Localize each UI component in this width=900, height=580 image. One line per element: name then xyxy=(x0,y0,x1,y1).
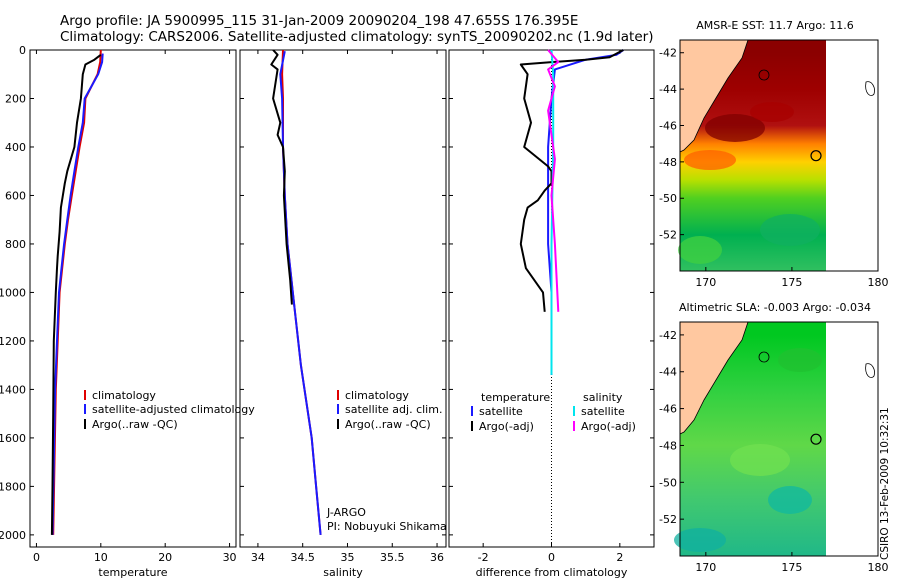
temperature-xtick-label: 30 xyxy=(223,551,237,564)
difference-series-salinity-satellite xyxy=(550,49,555,375)
depth-tick-label: 1000 xyxy=(0,286,26,299)
salinity-xtick-label: 35.5 xyxy=(380,551,405,564)
depth-tick-label: 1200 xyxy=(0,335,26,348)
temperature-series-argo-raw-qc xyxy=(50,54,102,535)
salinity-legend-label: satellite adj. clim. xyxy=(345,403,442,416)
sst-map-frame xyxy=(679,39,879,272)
sst-map-ytick-label: -50 xyxy=(659,192,677,205)
sla-map-xtick-label: 180 xyxy=(868,561,889,574)
sst-map-xtick-label: 170 xyxy=(695,276,716,289)
principal-investigator-label: PI: Nobuyuki Shikama xyxy=(327,520,447,533)
sst-map-field-feature xyxy=(750,102,794,122)
sst-map-xtick-label: 180 xyxy=(868,276,889,289)
diff-legend-title-salinity: salinity xyxy=(583,391,623,404)
temperature-xtick-label: 20 xyxy=(158,551,172,564)
sla-map-field-feature xyxy=(674,528,726,552)
salinity-series-satellite-adj-clim xyxy=(279,51,322,535)
sst-map-ytick-label: -48 xyxy=(659,156,677,169)
depth-tick-label: 800 xyxy=(5,238,26,251)
sla-map-ytick-label: -46 xyxy=(659,403,677,416)
salinity-xtick-label: 36 xyxy=(430,551,444,564)
sla-map-ytick-label: -44 xyxy=(659,366,677,379)
sla-map-frame xyxy=(679,321,879,557)
temperature-panel: 0 10 20 30 temperature 0 200 400 600 800 1000 1200 1… xyxy=(0,44,255,579)
sst-map-ytick-label: -52 xyxy=(659,229,677,242)
temperature-xtick-label: 0 xyxy=(33,551,40,564)
sla-map-coastline xyxy=(679,321,749,435)
sst-map-field-feature xyxy=(678,236,722,264)
temperature-legend-label: Argo(..raw -QC) xyxy=(92,418,178,431)
salinity-series-argo-raw-qc xyxy=(270,49,293,305)
sla-map-island-outline xyxy=(865,363,875,378)
difference-series-temperature-satellite xyxy=(547,49,624,375)
sla-map-xtick-label: 170 xyxy=(695,561,716,574)
temperature-xtick-label: 10 xyxy=(94,551,108,564)
temperature-legend-label: satellite-adjusted climatology xyxy=(92,403,255,416)
difference-xtick-label: 2 xyxy=(616,551,623,564)
difference-xtick-label: 0 xyxy=(548,551,555,564)
difference-series-temperature-argo-adj xyxy=(519,49,624,312)
sst-map-ytick-label: -42 xyxy=(659,47,677,60)
sla-map-field-feature xyxy=(778,348,822,372)
difference-xtick-label: -2 xyxy=(478,551,489,564)
depth-tick-label: 1800 xyxy=(0,480,26,493)
salinity-legend-label: climatology xyxy=(345,389,409,402)
depth-tick-label: 0 xyxy=(19,44,26,57)
diff-legend-label: satellite xyxy=(581,405,625,418)
sla-map-xtick-label: 175 xyxy=(781,561,802,574)
diff-legend-title-temperature: temperature xyxy=(481,391,550,404)
sst-map-ytick-label: -44 xyxy=(659,83,677,96)
sla-map-field-feature xyxy=(768,486,812,514)
temperature-xlabel: temperature xyxy=(98,566,167,579)
depth-tick-label: 200 xyxy=(5,92,26,105)
depth-tick-label: 600 xyxy=(5,189,26,202)
depth-tick-label: 1400 xyxy=(0,383,26,396)
sst-map-island-outline xyxy=(865,81,875,96)
salinity-xtick-label: 34.5 xyxy=(290,551,315,564)
diff-legend-label: satellite xyxy=(479,405,523,418)
temperature-frame xyxy=(29,49,237,548)
float-program-label: J-ARGO xyxy=(326,506,366,519)
sst-map-field-feature xyxy=(684,150,736,170)
sst-map-field-feature xyxy=(760,214,820,246)
salinity-panel: 34 34.5 35 35.5 36 salinity climatologysatelli… xyxy=(239,49,447,579)
difference-xlabel: difference from climatology xyxy=(476,566,628,579)
salinity-xlabel: salinity xyxy=(323,566,363,579)
sst-map-chatham-rise-outline xyxy=(758,69,770,81)
sst-map-title: AMSR-E SST: 11.7 Argo: 11.6 xyxy=(696,19,854,32)
depth-tick-label: 400 xyxy=(5,141,26,154)
difference-panel: -2 0 2 difference from climatology temperatu… xyxy=(448,49,655,579)
salinity-legend-label: Argo(..raw -QC) xyxy=(345,418,431,431)
sst-map-profile-marker xyxy=(810,150,822,162)
sla-map-chatham-rise-outline xyxy=(758,351,770,363)
sst-map-field-feature xyxy=(705,114,765,142)
sla-map-profile-marker xyxy=(810,433,822,445)
temperature-series-satellite-adjusted-climatology xyxy=(51,53,104,535)
sst-map-ytick-label: -46 xyxy=(659,119,677,132)
sla-map-title: Altimetric SLA: -0.003 Argo: -0.034 xyxy=(679,301,871,314)
temperature-legend-label: climatology xyxy=(92,389,156,402)
sla-map-ytick-label: -50 xyxy=(659,476,677,489)
header-line-1: Argo profile: JA 5900995_115 31-Jan-2009… xyxy=(60,13,579,29)
depth-tick-label: 1600 xyxy=(0,432,26,445)
salinity-xtick-label: 35 xyxy=(340,551,354,564)
diff-legend-label: Argo(-adj) xyxy=(581,420,636,433)
sla-map-field-feature xyxy=(730,444,790,476)
salinity-frame xyxy=(239,49,447,548)
sst-map-panel: 170 175 180 -42 -44 -46 -48 -50 -52 AMSR-E SST: 1… xyxy=(659,19,888,289)
salinity-xtick-label: 34 xyxy=(251,551,265,564)
diff-legend-label: Argo(-adj) xyxy=(479,420,534,433)
depth-tick-label: 2000 xyxy=(0,529,26,542)
difference-series-salinity-argo-adj xyxy=(547,49,560,312)
sst-map-coastline xyxy=(679,39,749,153)
sla-map-ytick-label: -52 xyxy=(659,513,677,526)
sla-map-ytick-label: -48 xyxy=(659,439,677,452)
sla-map-ytick-label: -42 xyxy=(659,329,677,342)
header-line-2: Climatology: CARS2006. Satellite-adjuste… xyxy=(60,29,654,45)
sst-map-xtick-label: 175 xyxy=(781,276,802,289)
sla-map-panel: 170 175 180 -42 -44 -46 -48 -50 -52 Altimetric SL… xyxy=(659,301,888,574)
